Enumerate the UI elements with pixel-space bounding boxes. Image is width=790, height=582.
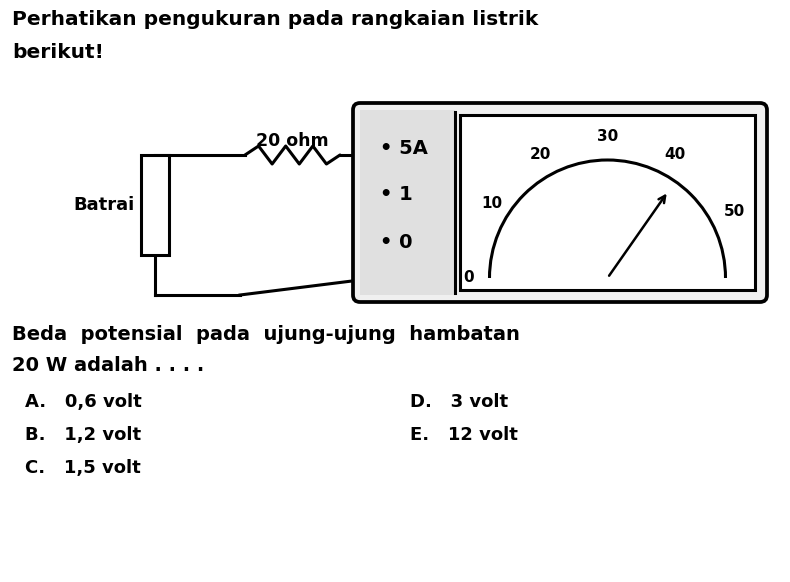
Text: D.   3 volt: D. 3 volt bbox=[410, 393, 508, 411]
Text: E.   12 volt: E. 12 volt bbox=[410, 426, 518, 444]
Text: 20: 20 bbox=[530, 147, 551, 162]
Text: 30: 30 bbox=[597, 129, 618, 144]
Text: Perhatikan pengukuran pada rangkaian listrik: Perhatikan pengukuran pada rangkaian lis… bbox=[12, 10, 538, 29]
Text: 20 W adalah . . . .: 20 W adalah . . . . bbox=[12, 356, 205, 375]
Text: berikut!: berikut! bbox=[12, 43, 103, 62]
Text: Batrai: Batrai bbox=[73, 196, 135, 214]
Text: 20 ohm: 20 ohm bbox=[256, 132, 329, 150]
Text: 0: 0 bbox=[463, 271, 473, 286]
Bar bbox=[460, 115, 755, 290]
Text: 50: 50 bbox=[724, 204, 745, 218]
Text: 40: 40 bbox=[664, 147, 685, 162]
Text: • 5A: • 5A bbox=[380, 139, 428, 158]
Text: • 0: • 0 bbox=[380, 232, 412, 251]
Text: C.   1,5 volt: C. 1,5 volt bbox=[25, 459, 141, 477]
FancyBboxPatch shape bbox=[353, 103, 767, 302]
Bar bbox=[141, 155, 169, 255]
Text: • 1: • 1 bbox=[380, 186, 412, 204]
Text: B.   1,2 volt: B. 1,2 volt bbox=[25, 426, 141, 444]
Bar bbox=[360, 110, 455, 295]
Text: Beda  potensial  pada  ujung-ujung  hambatan: Beda potensial pada ujung-ujung hambatan bbox=[12, 325, 520, 344]
Text: 10: 10 bbox=[481, 196, 502, 211]
Text: A.   0,6 volt: A. 0,6 volt bbox=[25, 393, 141, 411]
